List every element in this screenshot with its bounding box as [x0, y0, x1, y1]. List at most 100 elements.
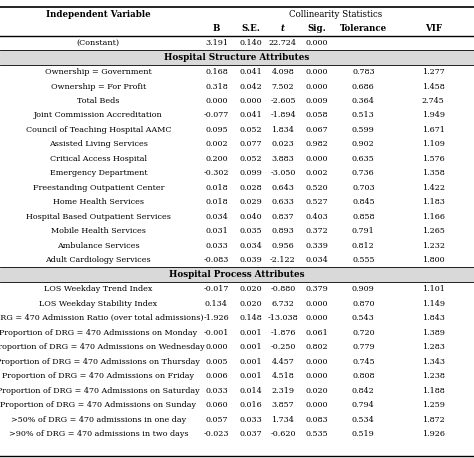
Text: Hospital Structure Attributes: Hospital Structure Attributes	[164, 53, 310, 62]
Text: Home Health Services: Home Health Services	[53, 198, 144, 207]
Text: 0.000: 0.000	[205, 343, 228, 351]
Text: 0.060: 0.060	[205, 401, 228, 409]
Text: DRG = 470 Admission Ratio (over total admissions): DRG = 470 Admission Ratio (over total ad…	[0, 314, 203, 322]
Text: 0.842: 0.842	[352, 387, 374, 394]
Text: 0.982: 0.982	[306, 141, 328, 148]
Text: -0.083: -0.083	[204, 256, 229, 264]
Text: 0.058: 0.058	[306, 111, 328, 120]
Text: 1.949: 1.949	[422, 111, 445, 120]
Text: Emergency Department: Emergency Department	[50, 169, 147, 177]
Text: 0.000: 0.000	[306, 358, 328, 365]
Text: 0.783: 0.783	[352, 68, 374, 76]
Text: 0.902: 0.902	[352, 141, 374, 148]
Text: 0.014: 0.014	[240, 387, 263, 394]
Text: 7.502: 7.502	[272, 82, 294, 91]
Text: -1.876: -1.876	[270, 329, 296, 337]
Text: 0.034: 0.034	[240, 242, 263, 250]
Text: 0.703: 0.703	[352, 184, 374, 192]
Text: LOS Weekday Stability Index: LOS Weekday Stability Index	[39, 300, 157, 308]
Text: -0.620: -0.620	[270, 430, 296, 438]
Text: 0.599: 0.599	[352, 126, 374, 134]
Text: 0.686: 0.686	[352, 82, 374, 91]
Text: 0.023: 0.023	[272, 141, 294, 148]
Text: 1.343: 1.343	[422, 358, 445, 365]
Text: Freestanding Outpatient Center: Freestanding Outpatient Center	[33, 184, 164, 192]
Text: -0.001: -0.001	[204, 329, 229, 337]
Text: Proportion of DRG = 470 Admissions on Saturday: Proportion of DRG = 470 Admissions on Sa…	[0, 387, 200, 394]
Text: 0.000: 0.000	[306, 314, 328, 322]
Text: 0.845: 0.845	[352, 198, 374, 207]
Text: -0.023: -0.023	[204, 430, 229, 438]
Text: 3.857: 3.857	[272, 401, 294, 409]
Text: Assisted Living Services: Assisted Living Services	[49, 141, 148, 148]
Text: 0.909: 0.909	[352, 285, 374, 293]
Text: 0.956: 0.956	[272, 242, 294, 250]
Text: -1.894: -1.894	[270, 111, 296, 120]
Text: Proportion of DRG = 470 Admissions on Wednesday: Proportion of DRG = 470 Admissions on We…	[0, 343, 204, 351]
Text: 1.843: 1.843	[422, 314, 445, 322]
Text: -2.122: -2.122	[270, 256, 296, 264]
Text: 1.265: 1.265	[422, 227, 445, 235]
Text: Hospital Based Outpatient Services: Hospital Based Outpatient Services	[26, 213, 171, 221]
Text: 0.134: 0.134	[205, 300, 228, 308]
Text: 0.061: 0.061	[306, 329, 328, 337]
Text: Critical Access Hospital: Critical Access Hospital	[50, 155, 147, 163]
Text: 0.067: 0.067	[306, 126, 328, 134]
Text: 0.513: 0.513	[352, 111, 374, 120]
Text: 0.000: 0.000	[306, 68, 328, 76]
Bar	[0, 50, 474, 65]
Text: 0.095: 0.095	[205, 126, 228, 134]
Text: 0.527: 0.527	[306, 198, 328, 207]
Text: 1.458: 1.458	[422, 82, 445, 91]
Text: 0.002: 0.002	[205, 141, 228, 148]
Text: 1.277: 1.277	[422, 68, 445, 76]
Text: 0.168: 0.168	[205, 68, 228, 76]
Text: 0.534: 0.534	[352, 415, 374, 424]
Text: 0.779: 0.779	[352, 343, 374, 351]
Text: 0.000: 0.000	[240, 97, 263, 105]
Text: 1.358: 1.358	[422, 169, 445, 177]
Text: 1.834: 1.834	[272, 126, 294, 134]
Text: 0.520: 0.520	[306, 184, 328, 192]
Text: 0.000: 0.000	[306, 39, 328, 47]
Text: Total Beds: Total Beds	[77, 97, 119, 105]
Text: Independent Variable: Independent Variable	[46, 10, 151, 19]
Text: 0.000: 0.000	[306, 401, 328, 409]
Text: Ownership = Government: Ownership = Government	[45, 68, 152, 76]
Text: 0.040: 0.040	[240, 213, 263, 221]
Text: 1.734: 1.734	[272, 415, 294, 424]
Text: 0.083: 0.083	[306, 415, 328, 424]
Text: Proportion of DRG = 470 Admissions on Sunday: Proportion of DRG = 470 Admissions on Su…	[0, 401, 196, 409]
Text: 0.000: 0.000	[306, 82, 328, 91]
Text: 0.519: 0.519	[352, 430, 374, 438]
Text: >90% of DRG = 470 admissions in two days: >90% of DRG = 470 admissions in two days	[9, 430, 188, 438]
Text: 0.001: 0.001	[240, 343, 263, 351]
Text: 0.794: 0.794	[352, 401, 374, 409]
Text: 0.837: 0.837	[272, 213, 294, 221]
Text: 2.319: 2.319	[272, 387, 294, 394]
Text: 0.018: 0.018	[205, 198, 228, 207]
Text: 0.148: 0.148	[240, 314, 263, 322]
Text: 1.926: 1.926	[422, 430, 445, 438]
Text: (Constant): (Constant)	[77, 39, 120, 47]
Text: 1.283: 1.283	[422, 343, 445, 351]
Text: 0.099: 0.099	[240, 169, 263, 177]
Text: 0.077: 0.077	[240, 141, 263, 148]
Text: t: t	[281, 24, 285, 33]
Text: 1.166: 1.166	[422, 213, 445, 221]
Text: 0.033: 0.033	[205, 387, 228, 394]
Text: 3.191: 3.191	[205, 39, 228, 47]
Text: 0.379: 0.379	[306, 285, 328, 293]
Text: 0.870: 0.870	[352, 300, 374, 308]
Text: 1.872: 1.872	[422, 415, 445, 424]
Text: S.E.: S.E.	[242, 24, 261, 33]
Text: Mobile Health Services: Mobile Health Services	[51, 227, 146, 235]
Text: 0.016: 0.016	[240, 401, 263, 409]
Text: 1.149: 1.149	[422, 300, 445, 308]
Text: 0.339: 0.339	[305, 242, 328, 250]
Text: 0.020: 0.020	[306, 387, 328, 394]
Text: 0.042: 0.042	[240, 82, 263, 91]
Text: 0.808: 0.808	[352, 372, 374, 380]
Text: 0.635: 0.635	[352, 155, 374, 163]
Text: 1.671: 1.671	[422, 126, 445, 134]
